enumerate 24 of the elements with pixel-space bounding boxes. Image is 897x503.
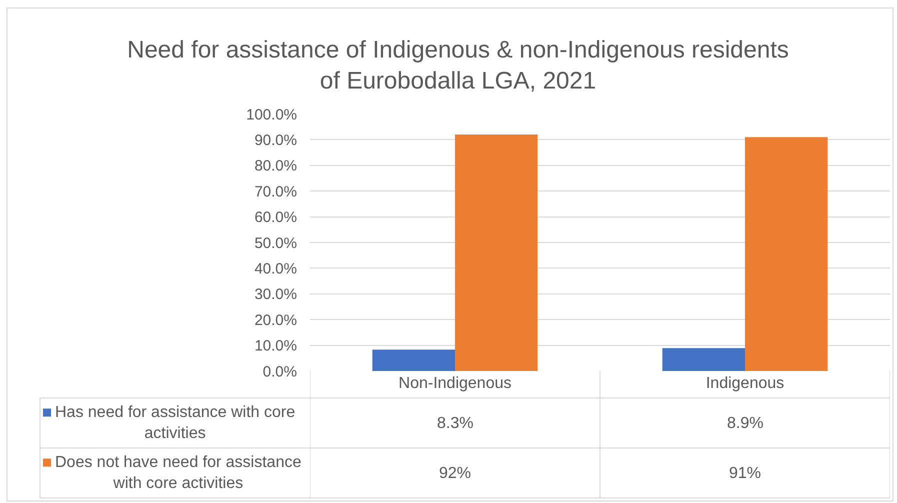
y-tick-label: 80.0%: [254, 158, 297, 175]
y-tick-label: 30.0%: [254, 286, 297, 304]
data-label: 92%: [439, 465, 472, 482]
y-tick-label: 40.0%: [254, 260, 297, 278]
data-label: 8.9%: [727, 415, 764, 432]
y-tick-label: 60.0%: [254, 209, 297, 226]
x-tick-label: Non-Indigenous: [398, 375, 512, 392]
y-tick-label: 0.0%: [262, 363, 297, 380]
bar: [662, 348, 745, 371]
chart-title: Need for assistance of Indigenous & non-Indigenous residents of Eurobodalla LGA, 2021: [127, 36, 789, 95]
data-label: 91%: [729, 465, 762, 482]
y-tick-label: 90.0%: [254, 132, 297, 149]
y-tick-label: 50.0%: [254, 234, 297, 252]
y-tick-label: 70.0%: [254, 183, 297, 200]
legend-label: Has need for assistance with core activities: [55, 404, 296, 442]
bar: [455, 134, 538, 371]
bar: [372, 350, 455, 371]
y-tick-label: 20.0%: [254, 312, 297, 329]
legend-label: Does not have need for assistance with core activities: [55, 454, 302, 492]
data-label: 8.3%: [437, 415, 474, 432]
y-tick-label: 100.0%: [246, 106, 297, 124]
y-tick-label: 10.0%: [254, 338, 297, 355]
bar: [745, 137, 828, 371]
x-tick-label: Indigenous: [706, 375, 784, 392]
